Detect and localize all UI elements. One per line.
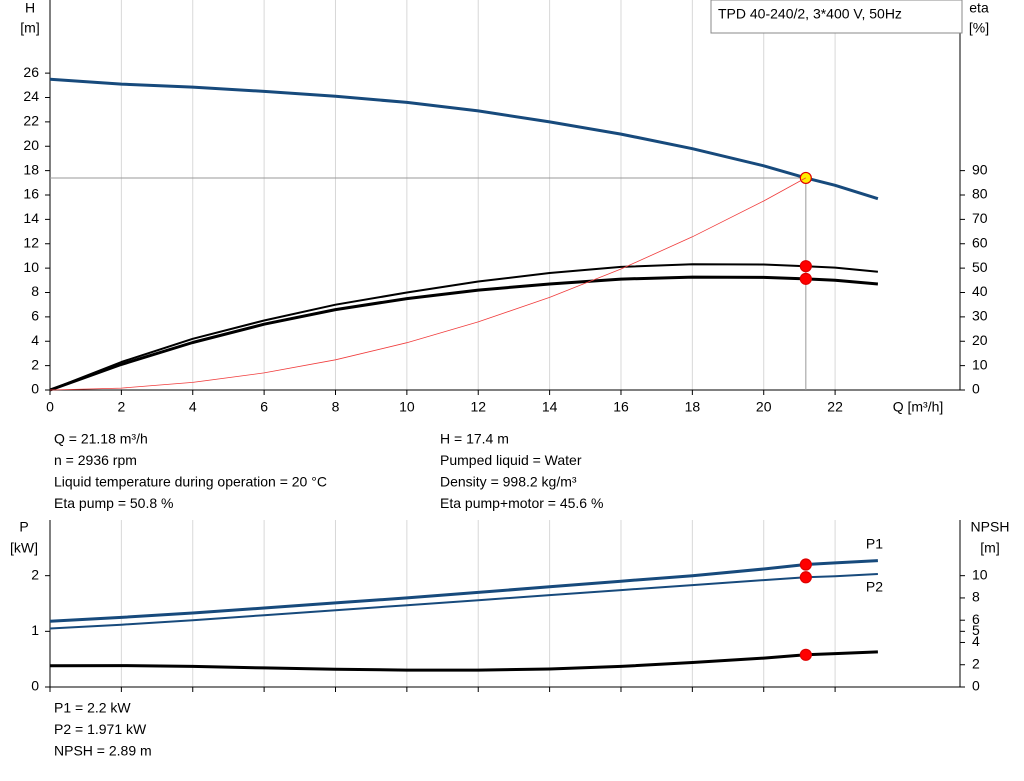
y2-tick-label: 2 bbox=[972, 655, 980, 671]
x-axis-label: Q [m³/h] bbox=[893, 399, 944, 415]
info-text: Pumped liquid = Water bbox=[440, 452, 582, 468]
y-tick-label: 0 bbox=[31, 381, 39, 397]
y2-tick-label: 0 bbox=[972, 381, 980, 397]
series-label: P1 bbox=[866, 535, 883, 551]
info-text: H = 17.4 m bbox=[440, 431, 509, 447]
x-tick-label: 4 bbox=[189, 399, 197, 415]
y-tick-label: 12 bbox=[23, 234, 39, 250]
x-tick-label: 6 bbox=[260, 399, 268, 415]
y-tick-label: 24 bbox=[23, 88, 39, 104]
y-tick-label: 22 bbox=[23, 113, 39, 129]
y-axis-label: P bbox=[19, 519, 28, 535]
y-tick-label: 0 bbox=[31, 678, 39, 694]
y-axis-unit: [m] bbox=[20, 20, 39, 36]
x-tick-label: 22 bbox=[827, 399, 843, 415]
y2-tick-label: 80 bbox=[972, 186, 988, 202]
info-text: NPSH = 2.89 m bbox=[54, 743, 152, 759]
y2-tick-label: 0 bbox=[972, 678, 980, 694]
y2-tick-label: 20 bbox=[972, 332, 988, 348]
y2-tick-label: 50 bbox=[972, 259, 988, 275]
info-text: Density = 998.2 kg/m³ bbox=[440, 474, 577, 490]
x-tick-label: 16 bbox=[613, 399, 629, 415]
x-tick-label: 0 bbox=[46, 399, 54, 415]
x-tick-label: 14 bbox=[542, 399, 558, 415]
y2-tick-label: 10 bbox=[972, 566, 988, 582]
x-tick-label: 20 bbox=[756, 399, 772, 415]
y-axis-label: H bbox=[25, 0, 35, 16]
info-text: Liquid temperature during operation = 20… bbox=[54, 474, 327, 490]
y-tick-label: 6 bbox=[31, 308, 39, 324]
info-text: Eta pump = 50.8 % bbox=[54, 495, 173, 511]
y-tick-label: 1 bbox=[31, 622, 39, 638]
info-text: P1 = 2.2 kW bbox=[54, 700, 131, 716]
duty-marker bbox=[799, 648, 812, 661]
y2-tick-label: 40 bbox=[972, 283, 988, 299]
y2-tick-label: 70 bbox=[972, 210, 988, 226]
x-tick-label: 18 bbox=[685, 399, 701, 415]
series-label: P2 bbox=[866, 579, 883, 595]
y-tick-label: 20 bbox=[23, 137, 39, 153]
series-line bbox=[49, 275, 879, 392]
y2-tick-label: 4 bbox=[972, 633, 980, 649]
duty-marker bbox=[799, 171, 812, 185]
x-tick-label: 12 bbox=[470, 399, 486, 415]
y2-tick-label: 30 bbox=[972, 308, 988, 324]
y-tick-label: 4 bbox=[31, 332, 39, 348]
y2-tick-label: 6 bbox=[972, 611, 980, 627]
y2-axis-unit: [m] bbox=[980, 540, 999, 556]
title-box bbox=[710, 0, 963, 34]
series-line bbox=[49, 559, 878, 623]
y-tick-label: 14 bbox=[23, 210, 39, 226]
y2-tick-label: 10 bbox=[972, 356, 988, 372]
duty-marker bbox=[799, 272, 812, 285]
x-tick-label: 10 bbox=[399, 399, 415, 415]
y2-axis-label: NPSH bbox=[971, 519, 1010, 535]
y-axis-unit: [kW] bbox=[10, 540, 38, 556]
series-line bbox=[49, 77, 879, 201]
y-tick-label: 16 bbox=[23, 186, 39, 202]
y2-axis-label: eta bbox=[969, 0, 989, 16]
duty-marker bbox=[799, 260, 812, 273]
y-tick-label: 10 bbox=[23, 259, 39, 275]
series-line bbox=[49, 263, 878, 391]
y2-tick-label: 5 bbox=[972, 622, 980, 638]
y2-axis-unit: [%] bbox=[969, 20, 989, 36]
series-line bbox=[49, 650, 878, 672]
x-tick-label: 2 bbox=[117, 399, 125, 415]
y-tick-label: 18 bbox=[23, 161, 39, 177]
series-line bbox=[49, 177, 806, 391]
y-tick-label: 8 bbox=[31, 283, 39, 299]
y2-tick-label: 8 bbox=[972, 589, 980, 605]
duty-marker bbox=[799, 558, 812, 571]
y-tick-label: 2 bbox=[31, 356, 39, 372]
info-text: Q = 21.18 m³/h bbox=[54, 431, 148, 447]
y2-tick-label: 90 bbox=[972, 161, 988, 177]
x-tick-label: 8 bbox=[332, 399, 340, 415]
info-text: P2 = 1.971 kW bbox=[54, 721, 147, 737]
y-tick-label: 26 bbox=[23, 64, 39, 80]
chart-title: TPD 40-240/2, 3*400 V, 50Hz bbox=[718, 6, 902, 22]
y-tick-label: 2 bbox=[31, 566, 39, 582]
info-text: Eta pump+motor = 45.6 % bbox=[440, 495, 603, 511]
duty-marker bbox=[799, 571, 812, 584]
series-line bbox=[49, 573, 878, 630]
y2-tick-label: 60 bbox=[972, 234, 988, 250]
info-text: n = 2936 rpm bbox=[54, 452, 137, 468]
